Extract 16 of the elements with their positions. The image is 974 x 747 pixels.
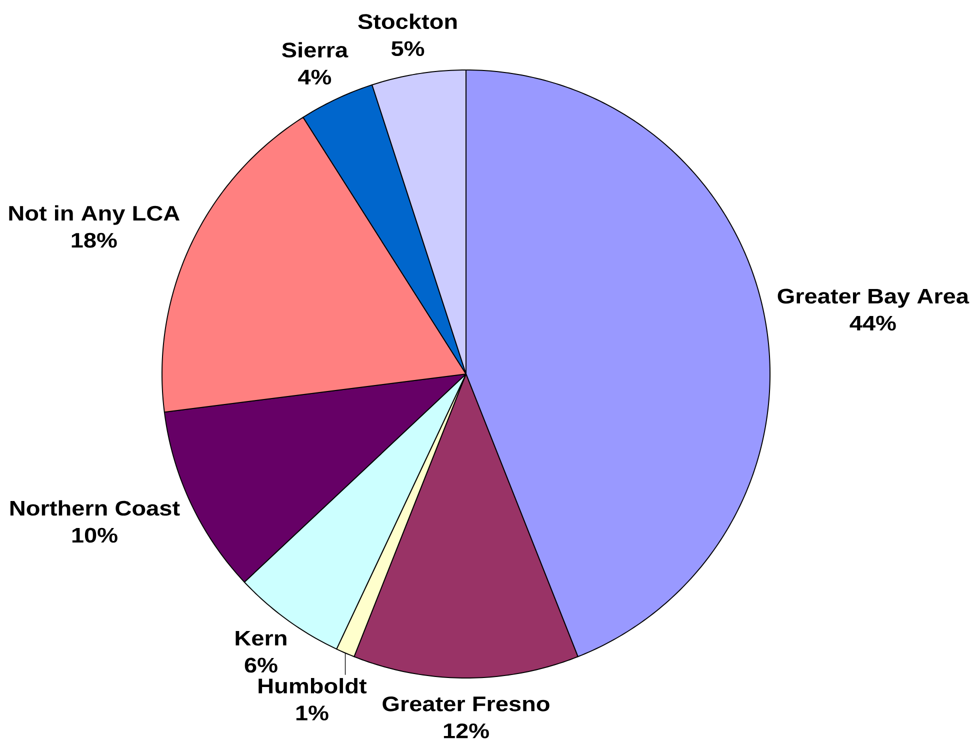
slice-label: Not in Any LCA [9, 205, 180, 225]
slice-label: Northern Coast [10, 500, 180, 516]
slice-label: Greater Fresno [382, 696, 550, 712]
data-label: 1% [296, 706, 328, 720]
data-label: 12% [444, 723, 489, 738]
slice-label: Humboldt [258, 678, 367, 694]
data-label: 6% [244, 658, 278, 673]
slice-label: Stockton [358, 14, 457, 30]
slice-label: Greater Bay Area [778, 288, 970, 308]
data-label: 4% [298, 70, 332, 84]
slice-label: Sierra [282, 42, 348, 58]
data-label: 10% [72, 528, 118, 543]
data-label: 44% [850, 316, 896, 331]
slice-label: Kern [236, 630, 286, 646]
data-label: 18% [72, 232, 117, 248]
data-label: 5% [391, 41, 424, 56]
